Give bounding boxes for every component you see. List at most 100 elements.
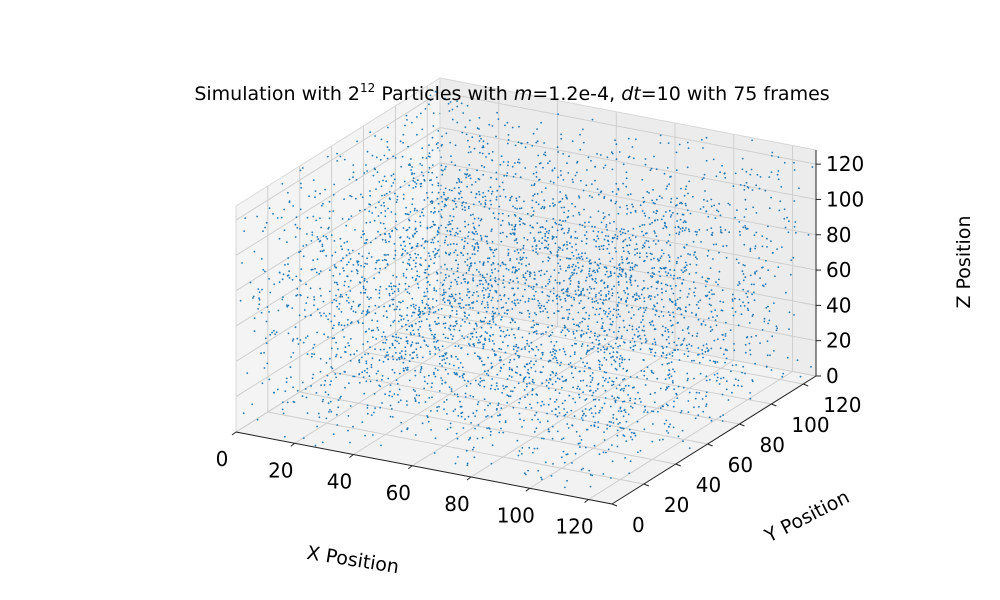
particle-point: [725, 244, 728, 247]
particle-point: [554, 389, 557, 391]
particle-point: [440, 145, 443, 147]
particle-point: [451, 108, 454, 111]
particle-point: [458, 180, 461, 183]
particle-point: [294, 223, 297, 226]
particle-point: [395, 228, 398, 231]
particle-point: [434, 333, 436, 336]
particle-point: [390, 408, 393, 410]
particle-point: [768, 176, 771, 179]
particle-point: [384, 258, 386, 261]
particle-point: [642, 244, 645, 247]
particle-point: [568, 266, 571, 269]
particle-point: [473, 247, 476, 250]
particle-point: [294, 326, 297, 329]
particle-point: [745, 292, 747, 295]
particle-point: [298, 314, 301, 317]
particle-point: [513, 299, 516, 302]
particle-point: [291, 339, 294, 342]
particle-point: [660, 354, 663, 357]
particle-point: [718, 202, 720, 205]
particle-point: [383, 205, 386, 207]
particle-point: [461, 238, 463, 241]
particle-point: [590, 348, 592, 350]
particle-point: [590, 330, 592, 333]
particle-point: [376, 326, 379, 329]
particle-point: [600, 245, 603, 248]
particle-point: [264, 270, 266, 273]
particle-point: [290, 356, 292, 358]
particle-point: [651, 221, 653, 224]
particle-point: [613, 266, 616, 269]
particle-point: [422, 312, 425, 315]
particle-point: [414, 390, 416, 392]
particle-point: [565, 379, 567, 382]
particle-point: [432, 125, 435, 127]
particle-point: [580, 345, 583, 347]
particle-point: [535, 313, 538, 316]
particle-point: [421, 422, 424, 425]
particle-point: [619, 354, 622, 357]
particle-point: [286, 274, 289, 277]
particle-point: [654, 314, 657, 316]
particle-point: [589, 216, 592, 219]
particle-point: [552, 217, 555, 220]
particle-point: [668, 183, 670, 186]
particle-point: [434, 256, 436, 259]
particle-point: [555, 398, 558, 401]
particle-point: [528, 372, 530, 375]
particle-point: [431, 149, 434, 152]
particle-point: [561, 249, 564, 251]
particle-point: [320, 204, 323, 207]
particle-point: [531, 245, 534, 248]
particle-point: [548, 257, 551, 260]
particle-point: [475, 331, 478, 334]
particle-point: [402, 193, 405, 196]
grid-line-z-left: [235, 162, 441, 292]
particle-point: [483, 409, 486, 411]
particle-point: [363, 172, 366, 174]
particle-point: [742, 301, 744, 304]
particle-point: [749, 349, 751, 351]
particle-point: [661, 249, 663, 252]
particle-point: [498, 212, 500, 215]
particle-point: [694, 397, 697, 400]
particle-point: [386, 316, 388, 319]
particle-point: [366, 150, 369, 153]
particle-point: [327, 336, 329, 338]
particle-point: [454, 234, 456, 237]
particle-point: [654, 232, 656, 234]
particle-point: [380, 185, 383, 188]
particle-point: [547, 299, 550, 302]
particle-point: [429, 328, 431, 330]
particle-point: [644, 338, 647, 340]
particle-point: [501, 219, 504, 222]
particle-point: [443, 301, 446, 304]
particle-point: [602, 244, 605, 247]
particle-point: [413, 333, 415, 335]
particle-point: [647, 240, 650, 243]
particle-point: [433, 254, 436, 256]
particle-point: [299, 169, 302, 172]
particle-point: [458, 186, 460, 189]
particle-point: [458, 197, 460, 200]
particle-point: [567, 229, 570, 232]
particle-point: [443, 358, 446, 361]
particle-point: [380, 444, 382, 447]
particle-point: [429, 350, 431, 353]
particle-point: [384, 210, 387, 212]
particle-point: [622, 400, 624, 403]
particle-point: [467, 231, 470, 234]
particle-point: [627, 137, 630, 140]
particle-point: [366, 170, 368, 172]
particle-point: [635, 328, 638, 330]
y-tick-label: 0: [632, 513, 645, 537]
particle-point: [646, 377, 648, 380]
particle-point: [455, 372, 458, 375]
particle-point: [517, 346, 520, 349]
particle-point: [452, 215, 455, 218]
particle-point: [315, 219, 318, 222]
particle-point: [639, 449, 642, 452]
particle-point: [433, 335, 435, 338]
particle-point: [331, 327, 334, 330]
particle-point: [566, 162, 568, 165]
